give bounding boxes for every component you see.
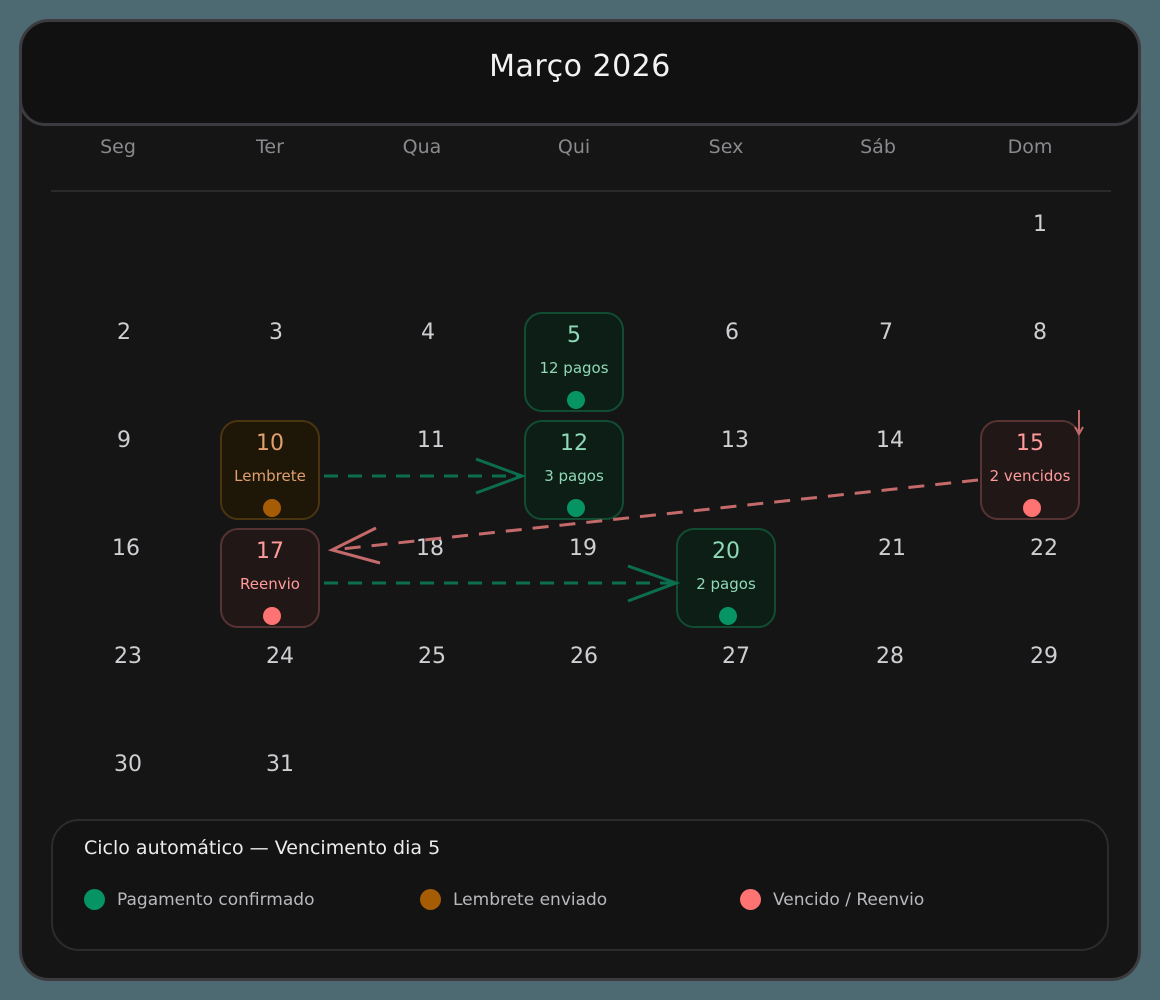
legend-label: Vencido / Reenvio xyxy=(773,889,925,910)
event-day-20-paid[interactable]: 20 2 pagos xyxy=(676,528,776,628)
reminder-dot-icon xyxy=(420,889,441,910)
day-cell[interactable]: 19 xyxy=(569,536,597,561)
day-cell[interactable]: 22 xyxy=(1030,536,1058,561)
paid-dot-icon xyxy=(84,889,105,910)
legend-panel: Ciclo automático — Vencimento dia 5 Paga… xyxy=(51,819,1109,951)
event-day-15-overdue[interactable]: 15 2 vencidos xyxy=(980,420,1080,520)
weekday-fri: Sex xyxy=(708,136,744,158)
weekday-sun: Dom xyxy=(1007,136,1053,158)
day-cell[interactable]: 1 xyxy=(1033,212,1047,237)
event-day-number: 20 xyxy=(712,539,740,564)
resend-status-dot-icon xyxy=(263,607,281,625)
day-cell[interactable]: 27 xyxy=(722,644,750,669)
day-cell[interactable]: 2 xyxy=(117,320,131,345)
day-cell[interactable]: 3 xyxy=(269,320,283,345)
day-cell[interactable]: 31 xyxy=(266,752,294,777)
day-cell[interactable]: 24 xyxy=(266,644,294,669)
event-day-number: 10 xyxy=(256,431,284,456)
calendar-header: Março 2026 xyxy=(22,22,1138,126)
reminder-status-dot-icon xyxy=(263,499,281,517)
event-day-12-paid[interactable]: 12 3 pagos xyxy=(524,420,624,520)
day-cell[interactable]: 4 xyxy=(421,320,435,345)
event-label: 2 pagos xyxy=(696,575,756,593)
paid-status-dot-icon xyxy=(567,499,585,517)
day-cell[interactable]: 6 xyxy=(725,320,739,345)
legend-item-overdue: Vencido / Reenvio xyxy=(740,889,924,910)
day-cell[interactable]: 7 xyxy=(879,320,893,345)
event-day-10-reminder[interactable]: 10 Lembrete xyxy=(220,420,320,520)
event-day-5-paid[interactable]: 5 12 pagos xyxy=(524,312,624,412)
event-day-number: 5 xyxy=(567,323,581,348)
overdue-dot-icon xyxy=(740,889,761,910)
day-cell[interactable]: 18 xyxy=(416,536,444,561)
event-label: 3 pagos xyxy=(544,467,604,485)
event-day-number: 15 xyxy=(1016,431,1044,456)
weekday-sat: Sáb xyxy=(860,136,896,158)
day-cell[interactable]: 8 xyxy=(1033,320,1047,345)
legend-title: Ciclo automático — Vencimento dia 5 xyxy=(84,837,441,859)
day-cell[interactable]: 16 xyxy=(112,536,140,561)
event-label: Lembrete xyxy=(234,467,306,485)
event-label: 2 vencidos xyxy=(989,467,1071,485)
day-cell[interactable]: 28 xyxy=(876,644,904,669)
day-cell[interactable]: 14 xyxy=(876,428,904,453)
event-label: Reenvio xyxy=(240,575,300,593)
weekday-thu: Qui xyxy=(557,136,591,158)
paid-status-dot-icon xyxy=(567,391,585,409)
overdue-status-dot-icon xyxy=(1023,499,1041,517)
event-day-number: 12 xyxy=(560,431,588,456)
legend-label: Pagamento confirmado xyxy=(117,889,315,910)
day-cell[interactable]: 29 xyxy=(1030,644,1058,669)
legend-item-reminder: Lembrete enviado xyxy=(420,889,607,910)
day-cell[interactable]: 13 xyxy=(721,428,749,453)
paid-status-dot-icon xyxy=(719,607,737,625)
legend-item-paid: Pagamento confirmado xyxy=(84,889,314,910)
day-cell[interactable]: 9 xyxy=(117,428,131,453)
day-cell[interactable]: 11 xyxy=(417,428,445,453)
day-cell[interactable]: 30 xyxy=(114,752,142,777)
day-cell[interactable]: 25 xyxy=(418,644,446,669)
day-cell[interactable]: 23 xyxy=(114,644,142,669)
weekday-wed: Qua xyxy=(402,136,442,158)
day-cell[interactable]: 26 xyxy=(570,644,598,669)
event-day-17-resend[interactable]: 17 Reenvio xyxy=(220,528,320,628)
header-divider xyxy=(51,190,1111,192)
day-cell[interactable]: 21 xyxy=(878,536,906,561)
event-label: 12 pagos xyxy=(539,359,609,377)
weekday-tue: Ter xyxy=(256,136,284,158)
legend-label: Lembrete enviado xyxy=(453,889,608,910)
event-day-number: 17 xyxy=(256,539,284,564)
weekday-mon: Seg xyxy=(100,136,136,158)
month-title: Março 2026 xyxy=(489,49,671,84)
